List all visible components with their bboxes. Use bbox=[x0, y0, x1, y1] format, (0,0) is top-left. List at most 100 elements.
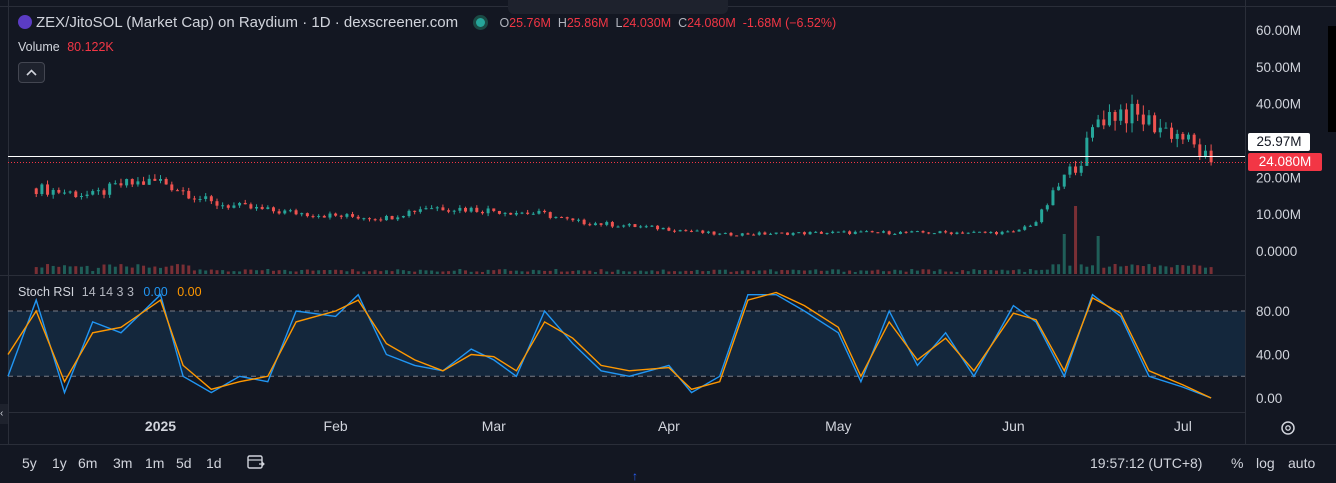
candle-body bbox=[255, 206, 259, 209]
volume-bar bbox=[1164, 266, 1168, 274]
range-button-5d[interactable]: 5d bbox=[176, 455, 192, 471]
stoch-k-value: 0.00 bbox=[143, 285, 168, 299]
range-button-5y[interactable]: 5y bbox=[22, 455, 37, 471]
time-axis-tick: Jul bbox=[1174, 418, 1192, 434]
volume-bar bbox=[68, 266, 72, 274]
volume-bar bbox=[955, 271, 959, 274]
candle-body bbox=[108, 183, 112, 195]
candle-body bbox=[198, 198, 202, 200]
volume-bar bbox=[142, 265, 146, 274]
collapse-legend-button[interactable] bbox=[18, 62, 45, 83]
volume-bar bbox=[469, 271, 473, 274]
stoch-axis-tick: 0.00 bbox=[1256, 391, 1282, 406]
candle-body bbox=[955, 232, 959, 234]
volume-bar bbox=[1158, 265, 1162, 274]
date-range-icon[interactable] bbox=[246, 453, 266, 471]
volume-bar bbox=[40, 267, 44, 274]
auto-toggle[interactable]: auto bbox=[1288, 455, 1316, 471]
volume-bar bbox=[288, 271, 292, 274]
volume-bar bbox=[961, 270, 965, 274]
settings-gear-icon[interactable] bbox=[1278, 418, 1298, 438]
range-button-1m[interactable]: 1m bbox=[145, 455, 165, 471]
candle-body bbox=[927, 232, 931, 234]
volume-bar bbox=[689, 270, 693, 274]
volume-bar bbox=[1074, 206, 1078, 274]
volume-bar bbox=[1198, 265, 1202, 274]
range-button-3m[interactable]: 3m bbox=[113, 455, 133, 471]
time-axis-tick: 2025 bbox=[145, 418, 176, 434]
candle-body bbox=[159, 178, 163, 181]
candle-body bbox=[328, 213, 332, 218]
candle-body bbox=[238, 202, 242, 206]
volume-bar bbox=[373, 269, 377, 274]
volume-bar bbox=[644, 271, 648, 274]
volume-bar bbox=[938, 269, 942, 274]
volume-bar bbox=[322, 270, 326, 274]
candle-body bbox=[673, 230, 677, 232]
candle-body bbox=[221, 205, 225, 207]
candle-body bbox=[1119, 109, 1123, 121]
candle-body bbox=[882, 231, 886, 233]
stoch-line-d bbox=[7, 291, 1212, 399]
candle-body bbox=[972, 231, 976, 233]
candle-body bbox=[1203, 150, 1207, 157]
candle-body bbox=[712, 231, 716, 235]
candle-body bbox=[79, 196, 83, 198]
volume-bar bbox=[966, 271, 970, 274]
scroll-left-button[interactable]: ‹ bbox=[0, 404, 8, 424]
candle-body bbox=[187, 190, 191, 199]
volume-bar bbox=[865, 270, 869, 274]
volume-bar bbox=[215, 270, 219, 274]
volume-bar bbox=[932, 271, 936, 274]
range-button-1d[interactable]: 1d bbox=[206, 455, 222, 471]
close-value: 24.080M bbox=[687, 16, 736, 30]
range-button-1y[interactable]: 1y bbox=[52, 455, 67, 471]
candle-body bbox=[757, 232, 761, 235]
volume-bar bbox=[718, 269, 722, 274]
candle-body bbox=[1017, 229, 1021, 232]
volume-bar bbox=[1011, 270, 1015, 274]
candle-body bbox=[780, 232, 784, 234]
volume-bar bbox=[1034, 270, 1038, 274]
log-toggle[interactable]: log bbox=[1256, 455, 1275, 471]
candle-body bbox=[644, 226, 648, 228]
percent-toggle[interactable]: % bbox=[1231, 455, 1244, 471]
candle-body bbox=[1079, 165, 1083, 173]
candle-body bbox=[170, 184, 174, 191]
candle-body bbox=[678, 230, 682, 232]
candle-body bbox=[503, 212, 507, 214]
volume-bar bbox=[757, 270, 761, 274]
open-label: O bbox=[499, 16, 510, 30]
candle-body bbox=[85, 194, 89, 197]
drawing-toolbar[interactable] bbox=[508, 0, 728, 14]
candle-body bbox=[452, 210, 456, 212]
candle-body bbox=[791, 233, 795, 235]
candle-body bbox=[701, 230, 705, 233]
range-button-6m[interactable]: 6m bbox=[78, 455, 98, 471]
volume-bar bbox=[785, 270, 789, 274]
volume-bar bbox=[802, 270, 806, 274]
candle-body bbox=[1158, 127, 1162, 133]
candle-body bbox=[1175, 133, 1179, 139]
time-axis-tick: May bbox=[825, 418, 851, 434]
volume-bar bbox=[520, 271, 524, 274]
candle-body bbox=[1068, 166, 1072, 175]
volume-bar bbox=[396, 269, 400, 274]
volume-bar bbox=[949, 271, 953, 274]
candle-body bbox=[814, 231, 818, 233]
candle-body bbox=[74, 191, 78, 197]
volume-bar bbox=[57, 266, 61, 274]
candle-body bbox=[893, 233, 897, 235]
candle-body bbox=[684, 230, 688, 232]
volume-bar bbox=[735, 271, 739, 274]
candle-body bbox=[514, 212, 518, 215]
candle-body bbox=[842, 231, 846, 233]
volume-bar bbox=[910, 269, 914, 274]
volume-bar bbox=[221, 270, 225, 274]
candle-body bbox=[384, 215, 388, 221]
clock-timezone[interactable]: 19:57:12 (UTC+8) bbox=[1090, 455, 1203, 471]
candle-body bbox=[1085, 137, 1089, 166]
candle-body bbox=[418, 209, 422, 212]
candle-body bbox=[243, 202, 247, 205]
